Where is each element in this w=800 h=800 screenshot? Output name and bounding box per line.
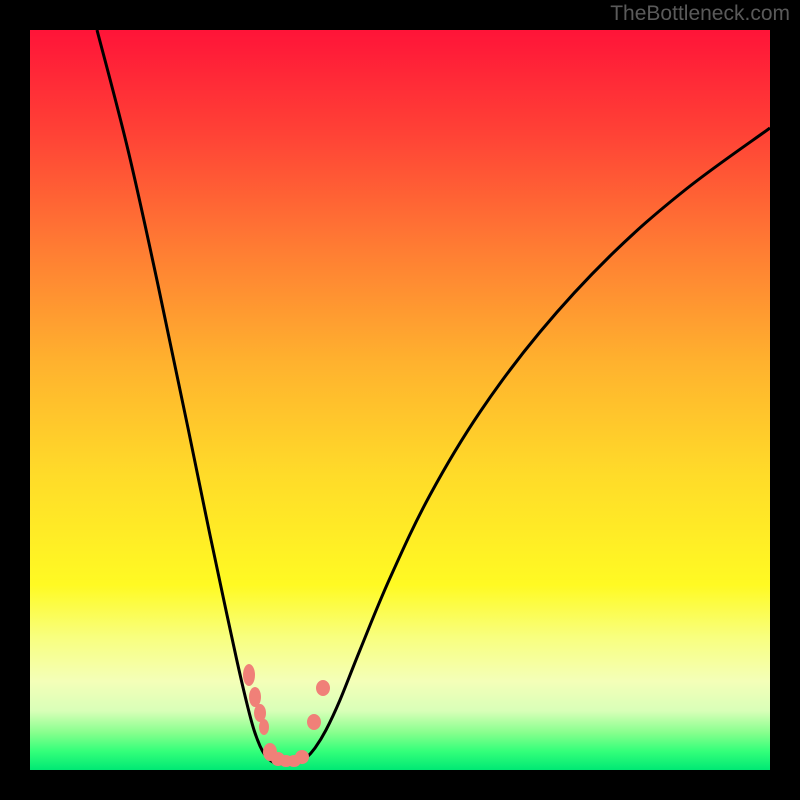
watermark-text: TheBottleneck.com bbox=[610, 2, 790, 26]
data-marker bbox=[249, 687, 261, 707]
chart-container: TheBottleneck.com bbox=[0, 0, 800, 800]
plot-area bbox=[30, 30, 770, 770]
chart-svg bbox=[30, 30, 770, 770]
data-marker bbox=[243, 664, 255, 686]
data-marker bbox=[307, 714, 321, 730]
data-marker bbox=[316, 680, 330, 696]
data-marker bbox=[259, 719, 269, 735]
data-marker bbox=[295, 750, 309, 764]
gradient-background bbox=[30, 30, 770, 770]
